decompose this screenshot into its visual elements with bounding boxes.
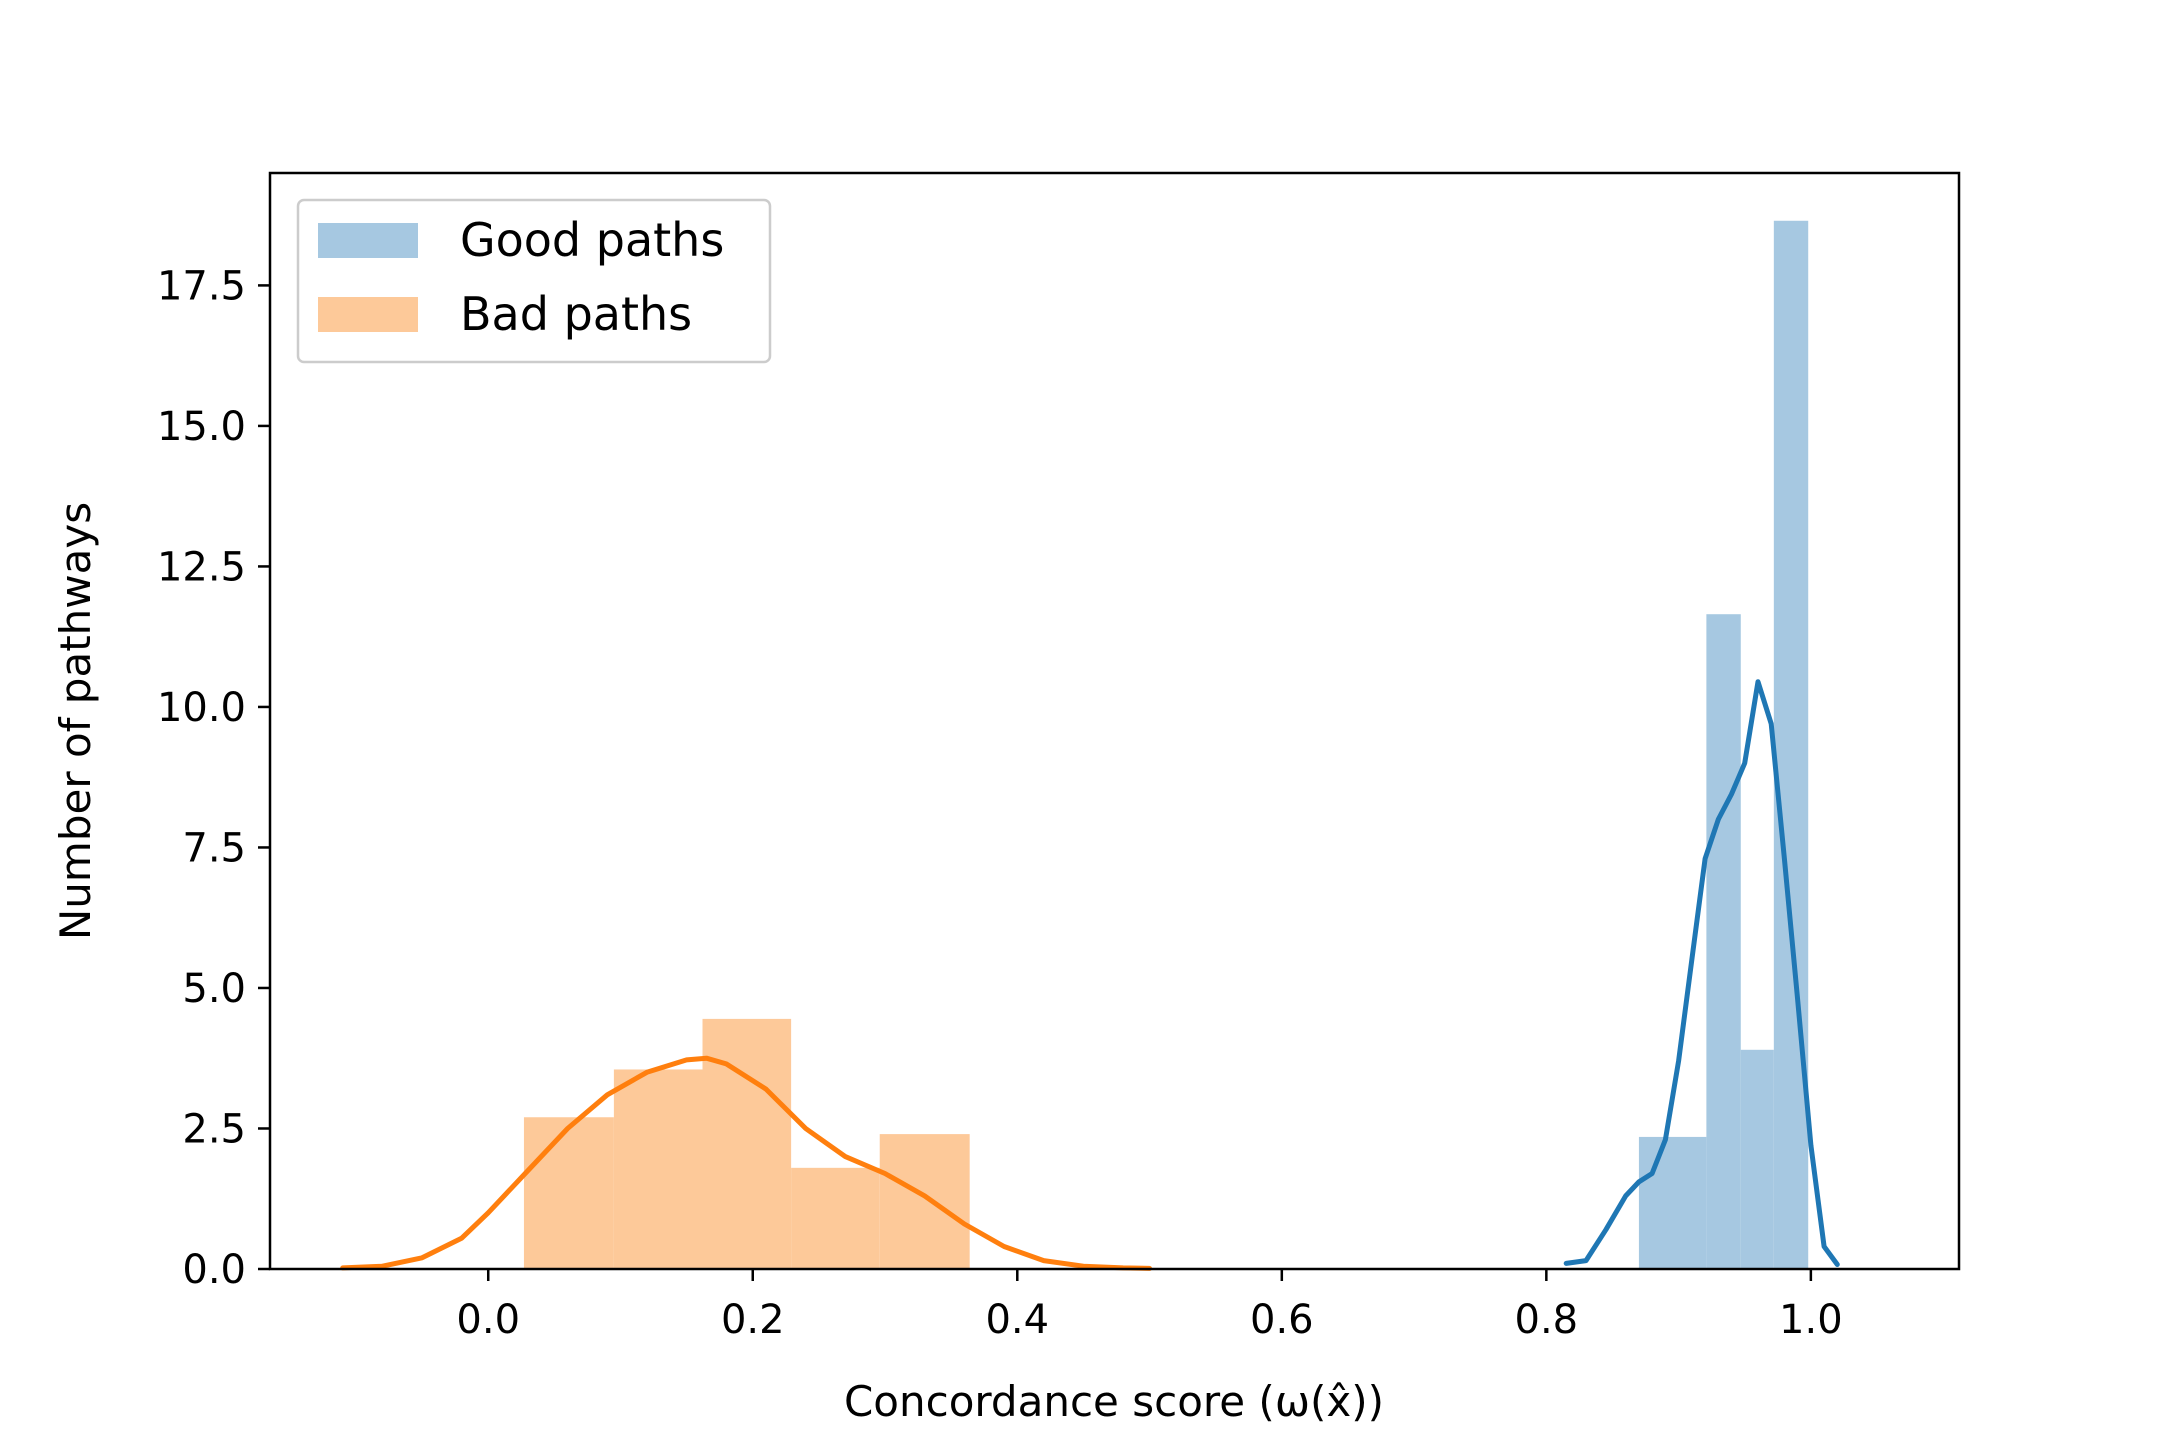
- bar-good-paths-3: [1773, 220, 1809, 1269]
- bar-good-paths-2: [1740, 1049, 1774, 1269]
- bar-bad-paths-3: [791, 1167, 880, 1269]
- y-tick-label: 15.0: [157, 404, 246, 450]
- legend-swatch-bad-paths: [318, 297, 418, 332]
- legend-swatch-good-paths: [318, 223, 418, 258]
- legend: Good paths Bad paths: [296, 198, 772, 364]
- bar-good-paths-1: [1706, 614, 1741, 1269]
- x-axis-title: Concordance score (ω(x̂)): [844, 1377, 1384, 1426]
- legend-label-good-paths: Good paths: [460, 213, 724, 267]
- y-axis: 0.0 2.5 5.0 7.5 10.0 12.5 15.0 17.5: [157, 263, 270, 1293]
- plot-frame: [268, 171, 1961, 1271]
- x-tick-label: 0.2: [721, 1297, 785, 1343]
- x-axis: 0.0 0.2 0.4 0.6 0.8 1.0: [456, 1269, 1843, 1343]
- x-tick-label: 1.0: [1779, 1297, 1843, 1343]
- bar-bad-paths-1: [613, 1069, 703, 1269]
- bar-bad-paths-4: [879, 1134, 970, 1269]
- y-tick-label: 0.0: [182, 1247, 246, 1293]
- y-tick-label: 7.5: [182, 825, 246, 871]
- y-axis-title: Number of pathways: [51, 502, 100, 940]
- bar-good-paths-0: [1638, 1136, 1707, 1269]
- kde-line-good-paths: [1563, 679, 1840, 1267]
- y-tick-label: 10.0: [157, 685, 246, 731]
- y-tick-label: 2.5: [182, 1106, 246, 1152]
- kde-lines-layer: [340, 679, 1840, 1271]
- y-tick-label: 12.5: [157, 544, 246, 590]
- legend-label-bad-paths: Bad paths: [460, 287, 692, 341]
- bar-bad-paths-2: [702, 1018, 792, 1269]
- kde-line-bad-paths: [340, 1055, 1152, 1271]
- x-tick-label: 0.8: [1515, 1297, 1579, 1343]
- y-tick-label: 17.5: [157, 263, 246, 309]
- bars-layer: [523, 220, 1809, 1269]
- y-tick-label: 5.0: [182, 966, 246, 1012]
- x-tick-label: 0.6: [1250, 1297, 1314, 1343]
- x-tick-label: 0.0: [456, 1297, 520, 1343]
- bar-bad-paths-0: [523, 1117, 614, 1269]
- x-tick-label: 0.4: [985, 1297, 1049, 1343]
